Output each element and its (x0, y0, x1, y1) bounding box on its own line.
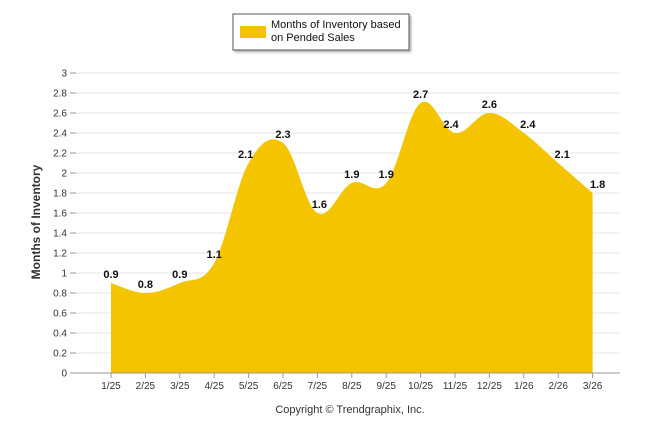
data-label: 2.4 (520, 119, 536, 131)
y-tick-label: 2 (61, 169, 67, 180)
y-tick-label: 3 (61, 69, 67, 80)
data-label: 1.1 (207, 249, 222, 261)
x-tick-label: 12/25 (477, 381, 502, 392)
y-tick-label: 0.6 (53, 309, 67, 320)
x-tick-label: 2/26 (548, 381, 568, 392)
data-label: 0.9 (172, 269, 187, 281)
x-tick-label: 10/25 (408, 381, 433, 392)
x-tick-label: 6/25 (273, 381, 293, 392)
data-label: 2.7 (413, 89, 428, 101)
x-axis-ticks: 1/25 2/25 3/25 4/25 5/25 6/25 7/25 8/25 9/25 10/2… (101, 373, 603, 392)
y-tick-label: 2.6 (53, 109, 67, 120)
y-tick-label: 1.8 (53, 189, 67, 200)
x-tick-label: 11/25 (443, 381, 468, 392)
data-label: 1.9 (379, 169, 394, 181)
series-area-fill (111, 101, 593, 373)
y-axis-title: Months of Inventory (29, 164, 43, 279)
data-label: 0.8 (138, 279, 153, 291)
y-tick-label: 0.2 (53, 349, 67, 360)
x-tick-label: 9/25 (376, 381, 396, 392)
data-label: 1.6 (312, 199, 327, 211)
y-tick-label: 0.8 (53, 289, 67, 300)
x-tick-label: 5/25 (239, 381, 259, 392)
legend-label-line1: Months of Inventory based (271, 19, 401, 31)
data-labels: 0.9 0.8 0.9 1.1 2.1 2.3 1.6 1.9 1.9 2.7 2.4 2.6 2.4 2… (103, 89, 605, 291)
x-tick-label: 2/25 (136, 381, 156, 392)
x-tick-label: 3/25 (170, 381, 190, 392)
legend-swatch (240, 26, 266, 38)
y-tick-label: 1.4 (53, 229, 67, 240)
y-tick-label: 1.2 (53, 249, 67, 260)
x-tick-label: 1/26 (514, 381, 534, 392)
data-label: 2.6 (482, 99, 497, 111)
series-area (110, 101, 593, 373)
legend-label-line2: on Pended Sales (271, 32, 355, 44)
y-tick-label: 0 (61, 369, 67, 380)
x-tick-label: 8/25 (342, 381, 362, 392)
y-tick-label: 2.8 (53, 89, 67, 100)
y-tick-label: 1.6 (53, 209, 67, 220)
x-tick-label: 3/26 (583, 381, 603, 392)
data-label: 1.9 (344, 169, 359, 181)
y-tick-label: 2.4 (53, 129, 67, 140)
copyright-text: Copyright © Trendgraphix, Inc. (275, 404, 424, 416)
y-tick-label: 1 (61, 269, 67, 280)
data-label: 2.4 (443, 119, 459, 131)
x-tick-label: 7/25 (308, 381, 328, 392)
x-tick-label: 1/25 (101, 381, 121, 392)
y-axis-ticks: 0 0.2 0.4 0.6 0.8 1 1.2 1.4 1.6 1.8 2 2.2 2.4 2.6 2.8 3 (53, 69, 76, 380)
data-label: 0.9 (103, 269, 118, 281)
data-label: 2.3 (275, 129, 290, 141)
data-label: 2.1 (555, 149, 570, 161)
y-tick-label: 0.4 (53, 329, 67, 340)
x-tick-label: 4/25 (204, 381, 224, 392)
y-tick-label: 2.2 (53, 149, 67, 160)
legend: Months of Inventory based on Pended Sale… (232, 13, 410, 51)
data-label: 2.1 (238, 149, 253, 161)
data-label: 1.8 (590, 179, 605, 191)
